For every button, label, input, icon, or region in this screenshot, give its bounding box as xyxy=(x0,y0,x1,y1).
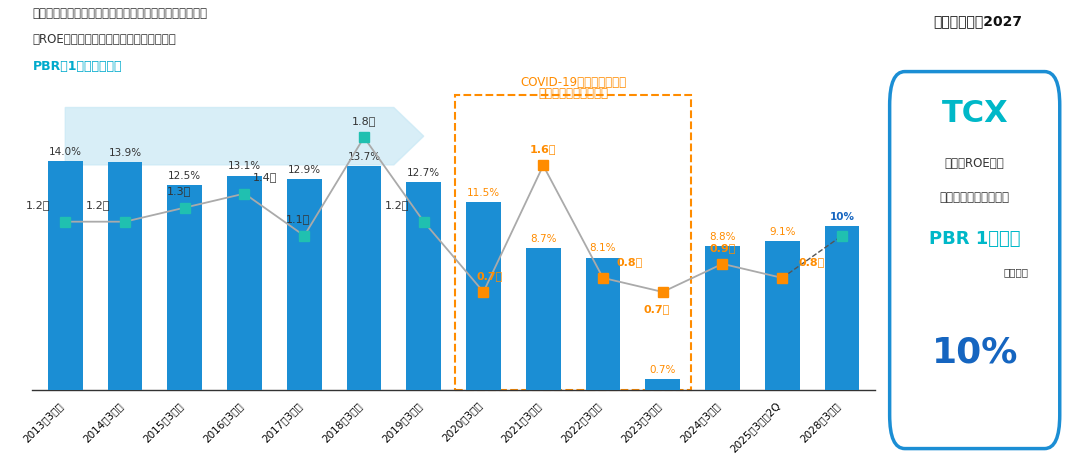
Text: 12.9%: 12.9% xyxy=(287,165,321,175)
Text: 12.7%: 12.7% xyxy=(407,168,441,178)
Text: 13.1%: 13.1% xyxy=(228,161,261,171)
Text: 資本コスト低減により: 資本コスト低減により xyxy=(940,191,1010,204)
Text: COVID-19やロシアによる: COVID-19やロシアによる xyxy=(521,76,626,89)
Text: 9.1%: 9.1% xyxy=(769,227,796,237)
Text: 1.3倍: 1.3倍 xyxy=(166,187,191,197)
Bar xyxy=(227,176,261,390)
Text: 1.1倍: 1.1倍 xyxy=(286,215,310,225)
Text: 1.4倍: 1.4倍 xyxy=(253,172,278,182)
Text: 1.6倍: 1.6倍 xyxy=(530,144,556,154)
Text: 0.8倍: 0.8倍 xyxy=(617,257,643,267)
Text: 13.9%: 13.9% xyxy=(108,149,141,159)
Text: 高ROEを維持するとともに利益成長を実現: 高ROEを維持するとともに利益成長を実現 xyxy=(32,33,176,46)
Text: 10%: 10% xyxy=(932,335,1017,369)
Text: TCX: TCX xyxy=(942,99,1008,128)
Text: によるROE向上: によるROE向上 xyxy=(945,157,1004,170)
Bar xyxy=(287,179,322,390)
Text: 0.9倍: 0.9倍 xyxy=(710,243,735,253)
Bar xyxy=(705,246,740,390)
Text: 8.7%: 8.7% xyxy=(530,234,556,244)
Bar xyxy=(646,379,680,390)
Text: 12.5%: 12.5% xyxy=(168,171,201,181)
Bar xyxy=(526,248,561,390)
Bar xyxy=(765,241,799,390)
Text: 10%: 10% xyxy=(829,212,854,222)
Bar xyxy=(825,227,860,390)
Text: 1.8倍: 1.8倍 xyxy=(352,116,376,126)
Text: 8.1%: 8.1% xyxy=(590,243,617,253)
Text: 0.8倍: 0.8倍 xyxy=(799,257,825,267)
Bar xyxy=(48,161,82,390)
Text: 13.7%: 13.7% xyxy=(348,151,380,162)
Bar xyxy=(347,166,381,390)
Text: PBR 1倍以上: PBR 1倍以上 xyxy=(929,230,1021,248)
Bar xyxy=(167,185,202,390)
Text: 14.0%: 14.0% xyxy=(49,147,82,157)
Text: 0.7%: 0.7% xyxy=(649,365,676,375)
Text: 11.5%: 11.5% xyxy=(467,188,500,198)
Bar xyxy=(108,162,143,390)
Text: 1.2倍: 1.2倍 xyxy=(384,200,409,210)
Text: スペシャルティ・オートモビリティ・国際の拡大により: スペシャルティ・オートモビリティ・国際の拡大により xyxy=(32,7,207,20)
Text: ウクライナ侵攻の影響: ウクライナ侵攻の影響 xyxy=(538,87,608,100)
Text: 1.2倍: 1.2倍 xyxy=(86,200,110,210)
Bar xyxy=(406,182,441,390)
Text: PBRは1倍以上で推移: PBRは1倍以上で推移 xyxy=(32,60,122,72)
Text: 0.7倍: 0.7倍 xyxy=(644,305,670,315)
Bar xyxy=(585,258,620,390)
Bar xyxy=(467,202,501,390)
Text: 8.8%: 8.8% xyxy=(710,232,735,242)
Text: 1.2倍: 1.2倍 xyxy=(26,200,51,210)
Text: を目指す: を目指す xyxy=(1003,268,1029,278)
Text: 0.7倍: 0.7倍 xyxy=(476,271,502,281)
FancyArrow shape xyxy=(65,108,423,165)
Text: 中期経営計画2027: 中期経営計画2027 xyxy=(933,14,1022,28)
